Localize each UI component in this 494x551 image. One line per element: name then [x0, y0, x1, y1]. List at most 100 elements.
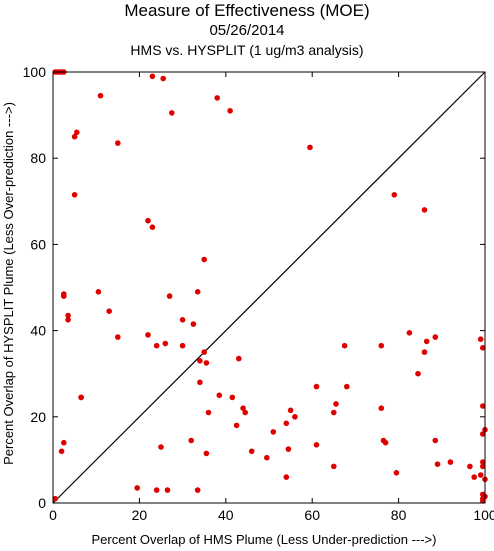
data-point — [313, 442, 320, 448]
data-point — [153, 487, 160, 493]
data-point — [378, 342, 385, 349]
data-point — [421, 349, 428, 355]
data-point — [190, 321, 197, 327]
data-point — [240, 405, 246, 412]
x-tick-label: 80 — [391, 507, 407, 523]
data-point — [95, 289, 102, 295]
x-tick-label: 40 — [218, 507, 234, 523]
data-point — [145, 332, 151, 338]
data-point — [197, 358, 203, 364]
data-point — [58, 448, 65, 455]
data-point — [264, 454, 270, 461]
data-point — [149, 224, 156, 230]
data-point — [188, 437, 194, 444]
data-point — [341, 342, 348, 349]
data-point — [236, 355, 242, 362]
data-point — [216, 392, 223, 399]
data-point — [406, 330, 413, 336]
data-point — [477, 336, 484, 343]
y-tick-label: 20 — [30, 409, 46, 425]
data-point — [432, 334, 439, 340]
data-point — [65, 317, 71, 323]
data-point — [447, 459, 454, 465]
data-point — [477, 472, 484, 478]
data-point — [115, 140, 121, 146]
data-point — [378, 405, 385, 412]
data-point — [285, 446, 292, 452]
data-point — [158, 444, 164, 450]
data-point — [423, 338, 430, 345]
data-point — [480, 345, 486, 351]
data-point — [229, 394, 236, 401]
data-point — [74, 129, 80, 136]
y-tick-label: 80 — [30, 150, 46, 166]
data-point — [382, 439, 389, 446]
y-tick-label: 100 — [23, 64, 47, 80]
data-point — [203, 360, 210, 366]
data-point — [97, 92, 104, 99]
data-point — [115, 334, 121, 340]
data-point — [160, 75, 166, 82]
data-point — [331, 409, 337, 416]
y-tick-label: 40 — [30, 323, 46, 339]
data-point — [415, 370, 421, 377]
data-point — [61, 291, 67, 297]
y-tick-label: 60 — [30, 236, 46, 252]
data-point — [480, 431, 486, 437]
data-point — [106, 308, 112, 315]
data-point — [179, 342, 186, 349]
data-point — [480, 403, 486, 409]
data-point — [242, 409, 248, 416]
data-point — [227, 108, 233, 114]
data-point — [391, 192, 398, 198]
x-tick-label: 20 — [132, 507, 148, 523]
data-point — [480, 498, 486, 504]
data-point — [283, 474, 290, 480]
x-tick-label: 0 — [49, 507, 57, 523]
data-point — [166, 293, 173, 299]
data-point — [331, 463, 337, 470]
data-point — [292, 414, 298, 420]
data-point — [153, 342, 160, 349]
data-point — [233, 422, 240, 429]
data-point — [313, 383, 320, 390]
chart-subtitle: HMS vs. HYSPLIT (1 ug/m3 analysis) — [130, 42, 364, 58]
data-point — [434, 461, 441, 468]
data-point — [179, 317, 186, 323]
data-point — [480, 459, 486, 465]
data-point — [283, 420, 290, 427]
data-point — [248, 448, 255, 455]
data-point — [344, 383, 350, 390]
data-point — [194, 487, 201, 493]
data-point — [203, 450, 210, 457]
data-point — [214, 95, 220, 101]
chart-date: 05/26/2014 — [209, 22, 285, 39]
data-point — [197, 379, 203, 386]
data-point — [71, 192, 78, 198]
data-point — [164, 487, 171, 493]
chart-title: Measure of Effectiveness (MOE) — [124, 1, 370, 20]
data-point — [65, 312, 71, 319]
data-point — [205, 409, 212, 416]
data-point — [194, 289, 201, 295]
x-tick-label: 60 — [304, 507, 320, 523]
data-point — [467, 463, 473, 470]
x-tick-label: 100 — [473, 507, 494, 523]
data-point — [52, 495, 58, 502]
data-point — [162, 340, 169, 347]
data-point — [480, 463, 486, 470]
data-point — [134, 485, 140, 491]
data-point — [307, 144, 313, 151]
data-point — [149, 73, 156, 80]
y-tick-label: 0 — [38, 495, 46, 511]
data-point — [333, 401, 339, 407]
data-point — [169, 110, 175, 116]
data-point — [61, 439, 67, 446]
data-point — [71, 133, 78, 140]
data-point — [287, 407, 294, 414]
data-point — [201, 256, 207, 263]
data-point — [270, 429, 277, 435]
data-point — [432, 437, 439, 444]
data-point — [421, 207, 428, 213]
